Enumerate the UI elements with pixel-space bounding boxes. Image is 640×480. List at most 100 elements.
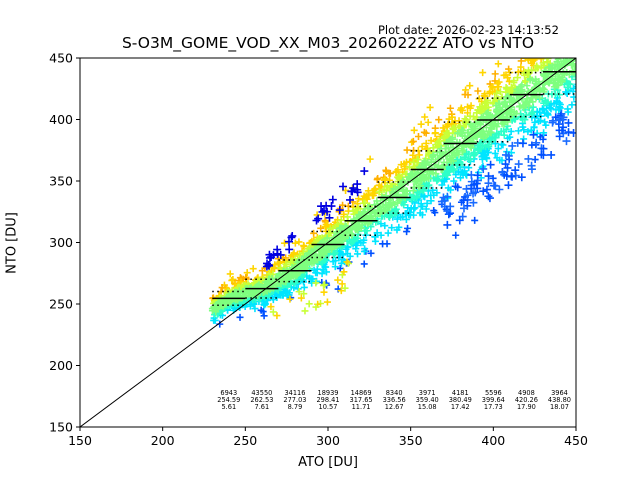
- bin-mean-label: 298.41: [316, 396, 339, 404]
- data-point: [404, 224, 412, 232]
- data-point: [423, 199, 431, 207]
- data-point: [343, 258, 351, 266]
- data-point: [521, 71, 529, 79]
- data-point: [436, 154, 444, 162]
- data-point: [486, 160, 495, 169]
- data-point: [323, 298, 331, 306]
- data-point: [320, 281, 328, 289]
- bin-mean-label: 359.40: [416, 396, 439, 404]
- bin-std-label: 17.42: [451, 403, 470, 411]
- data-point: [416, 182, 424, 190]
- data-point: [497, 128, 505, 136]
- data-point: [360, 260, 368, 268]
- x-tick-label: 400: [481, 433, 505, 448]
- data-point: [562, 30, 569, 37]
- data-point: [337, 287, 345, 295]
- data-point: [539, 106, 547, 114]
- data-point: [421, 113, 429, 121]
- data-point: [284, 237, 293, 246]
- data-point: [295, 288, 303, 296]
- data-point: [244, 289, 252, 297]
- data-point: [314, 214, 323, 223]
- bin-std-label: 10.57: [319, 403, 338, 411]
- y-tick-label: 300: [49, 235, 73, 250]
- data-point: [226, 270, 234, 278]
- data-point: [360, 236, 368, 244]
- data-point: [485, 194, 494, 203]
- data-point: [467, 184, 476, 193]
- data-point: [564, 118, 573, 127]
- data-point: [348, 187, 357, 196]
- bin-mean-label: 438.80: [548, 396, 571, 404]
- data-point: [427, 137, 435, 145]
- data-point: [550, 31, 557, 38]
- data-point: [540, 46, 547, 53]
- data-point: [518, 139, 527, 148]
- data-point: [494, 112, 502, 120]
- data-point: [560, 42, 567, 49]
- data-point: [507, 127, 515, 135]
- data-point: [278, 274, 286, 282]
- bin-count-label: 18939: [318, 389, 339, 397]
- data-point: [549, 116, 558, 125]
- data-point: [527, 165, 536, 174]
- data-point: [484, 179, 493, 188]
- data-point: [536, 133, 544, 141]
- data-point: [435, 162, 443, 170]
- bin-std-label: 18.07: [550, 403, 569, 411]
- data-point: [452, 231, 460, 239]
- data-point: [494, 145, 502, 153]
- x-tick-label: 200: [151, 433, 175, 448]
- data-point: [404, 204, 412, 212]
- data-point: [550, 58, 552, 59]
- data-point: [424, 118, 432, 126]
- data-point: [573, 82, 576, 90]
- data-point: [493, 90, 501, 98]
- bin-mean-label: 277.03: [283, 396, 306, 404]
- data-point: [384, 229, 392, 237]
- data-point: [507, 172, 516, 181]
- data-point: [443, 220, 452, 229]
- data-point: [531, 156, 539, 164]
- data-point: [525, 49, 532, 56]
- data-point: [375, 203, 383, 211]
- data-point: [541, 118, 549, 126]
- bin-mean-label: 420.26: [515, 396, 538, 404]
- data-point: [498, 168, 507, 177]
- data-point: [287, 233, 296, 242]
- bin-mean-label: 336.56: [383, 396, 406, 404]
- data-point: [528, 141, 536, 149]
- data-point: [504, 74, 512, 82]
- data-point: [300, 290, 308, 298]
- data-point: [562, 137, 571, 146]
- data-point: [505, 77, 513, 85]
- data-point: [443, 207, 452, 216]
- data-point: [455, 117, 463, 125]
- data-point: [338, 280, 346, 288]
- data-point: [568, 101, 576, 109]
- data-point: [336, 264, 344, 272]
- data-point: [301, 307, 309, 315]
- data-point: [321, 281, 329, 289]
- data-point: [208, 307, 216, 315]
- data-point: [453, 156, 461, 164]
- data-point: [449, 125, 457, 133]
- data-point: [312, 303, 320, 311]
- data-point: [538, 51, 545, 58]
- data-point: [381, 222, 389, 230]
- data-point: [489, 174, 497, 182]
- data-point: [439, 193, 448, 202]
- data-point: [243, 269, 251, 277]
- bin-std-label: 17.73: [484, 403, 503, 411]
- data-point: [518, 95, 526, 103]
- data-point: [329, 258, 337, 266]
- data-point: [540, 129, 548, 137]
- data-point: [575, 49, 582, 56]
- data-point: [514, 74, 522, 82]
- data-point: [458, 106, 466, 114]
- data-point: [325, 213, 334, 222]
- data-point: [431, 130, 439, 137]
- data-point: [553, 17, 560, 24]
- data-point: [354, 250, 362, 258]
- data-point: [310, 266, 318, 274]
